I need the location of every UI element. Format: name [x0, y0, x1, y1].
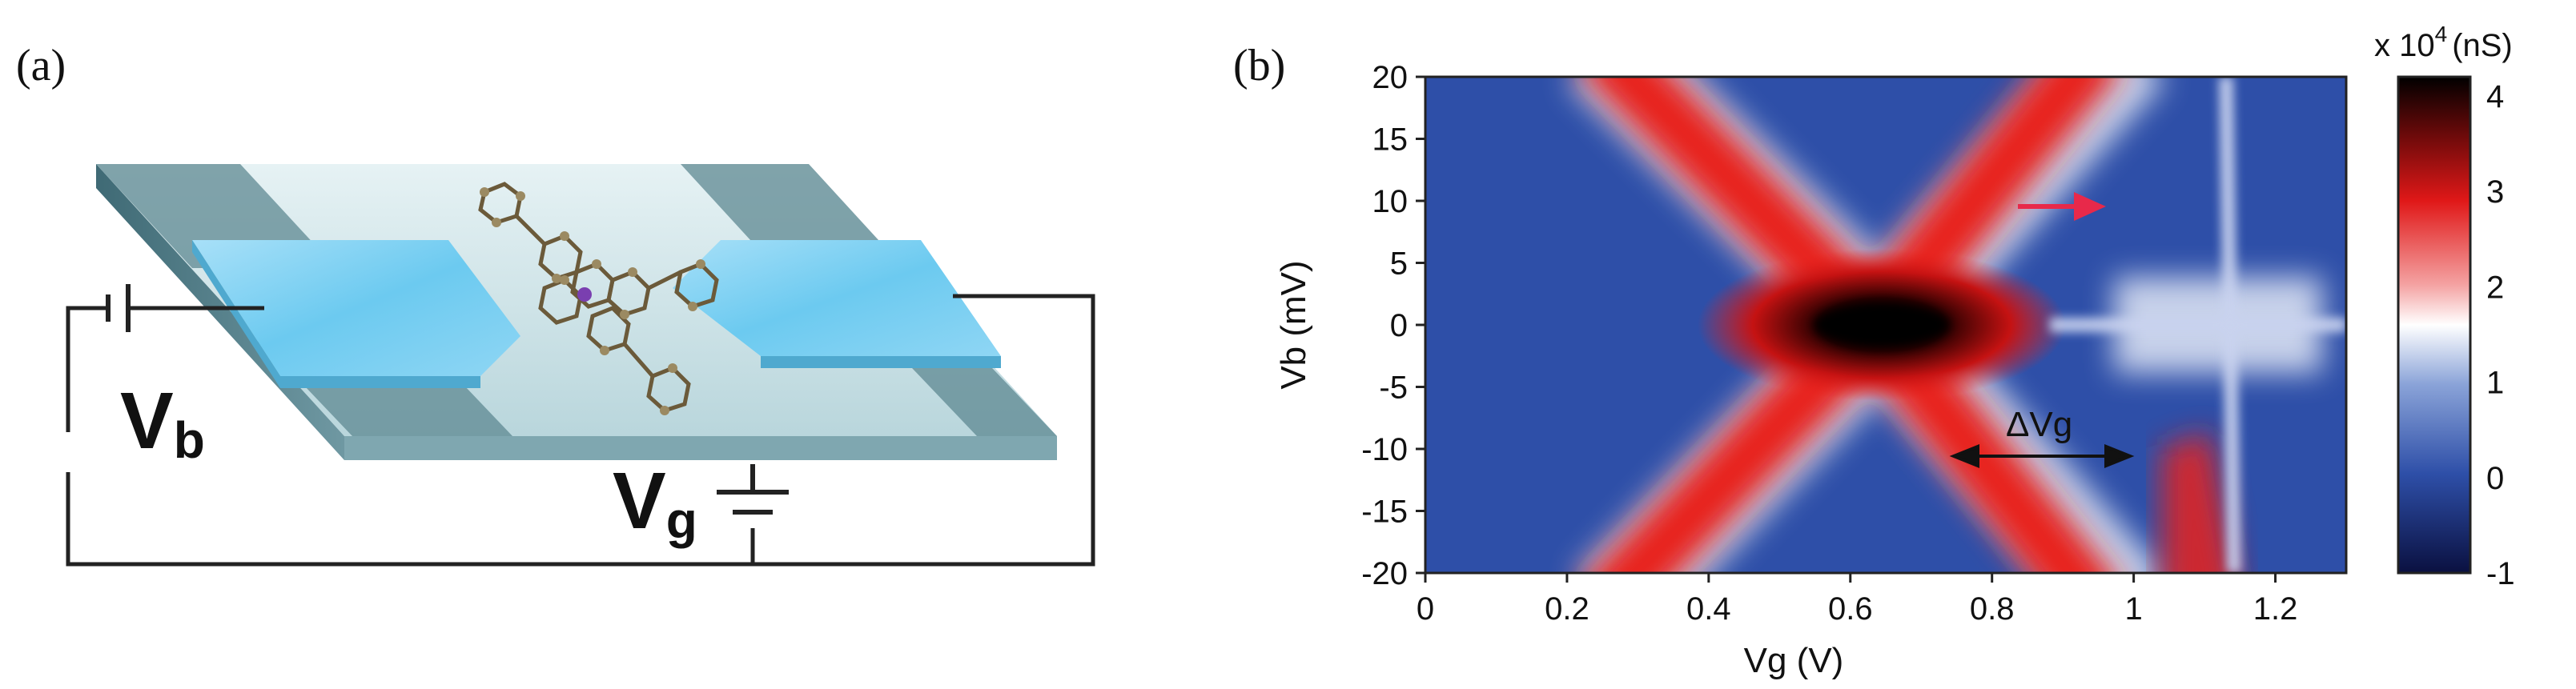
x-axis-title: Vg (V)	[1744, 641, 1844, 680]
x-tick-label: 0.2	[1545, 591, 1589, 627]
panel-b-label: (b)	[1233, 41, 1286, 90]
x-tick-label: 0.8	[1970, 591, 2015, 627]
colorbar-tick-label: -1	[2486, 556, 2515, 591]
colorbar-tick-label: 1	[2486, 366, 2504, 401]
delta-vg-arrow	[1949, 444, 2135, 468]
colorbar	[2397, 75, 2472, 575]
right-electrode	[673, 240, 1001, 368]
y-tick-label: 20	[1372, 60, 1409, 95]
left-electrode	[192, 240, 520, 388]
molecule	[478, 182, 719, 413]
metal-center	[577, 287, 592, 302]
red-arrow	[2018, 192, 2106, 221]
vb-label: Vb	[120, 376, 205, 469]
y-tick-label: -15	[1361, 495, 1408, 530]
vg-battery-symbol	[717, 464, 789, 515]
y-tick-label: 15	[1372, 122, 1409, 158]
y-tick-label: 10	[1372, 184, 1409, 219]
colorbar-tick-label: 2	[2486, 270, 2504, 305]
circuit-wires	[66, 294, 1095, 567]
molecule-atoms	[480, 187, 705, 415]
y-axis-title: Vb (mV)	[1274, 260, 1313, 389]
device-schematic: Vb Vg	[66, 164, 1095, 567]
x-tick-label: 0.4	[1686, 591, 1731, 627]
y-tick-label: -10	[1361, 432, 1408, 467]
colorbar-title: x 104 (nS)	[2374, 22, 2513, 63]
y-tick-label: -20	[1361, 556, 1408, 591]
x-tick-label: 0	[1417, 591, 1434, 627]
vg-label: Vg	[613, 456, 697, 549]
x-tick-label: 1.2	[2253, 591, 2298, 627]
colorbar-tick-label: 4	[2486, 79, 2504, 114]
colorbar-tick-label: 0	[2486, 461, 2504, 496]
x-tick-label: 1	[2124, 591, 2142, 627]
x-tick-label: 0.6	[1828, 591, 1873, 627]
y-tick-label: 0	[1390, 308, 1408, 343]
panel-a-label: (a)	[16, 41, 66, 90]
colorbar-ticks: 4 3 2 1 0 -1	[2486, 79, 2515, 591]
y-axis-ticks: 20 15 10 5 0 -5 -10 -15 -20	[1361, 60, 1425, 591]
y-tick-label: -5	[1379, 371, 1408, 406]
colorbar-tick-label: 3	[2486, 174, 2504, 210]
y-tick-label: 5	[1390, 246, 1408, 282]
heatmap	[1425, 77, 2346, 573]
delta-vg-label: ΔVg	[2006, 405, 2072, 444]
vb-battery-symbol	[106, 284, 131, 332]
x-axis-ticks: 0 0.2 0.4 0.6 0.8 1 1.2	[1417, 573, 2297, 627]
